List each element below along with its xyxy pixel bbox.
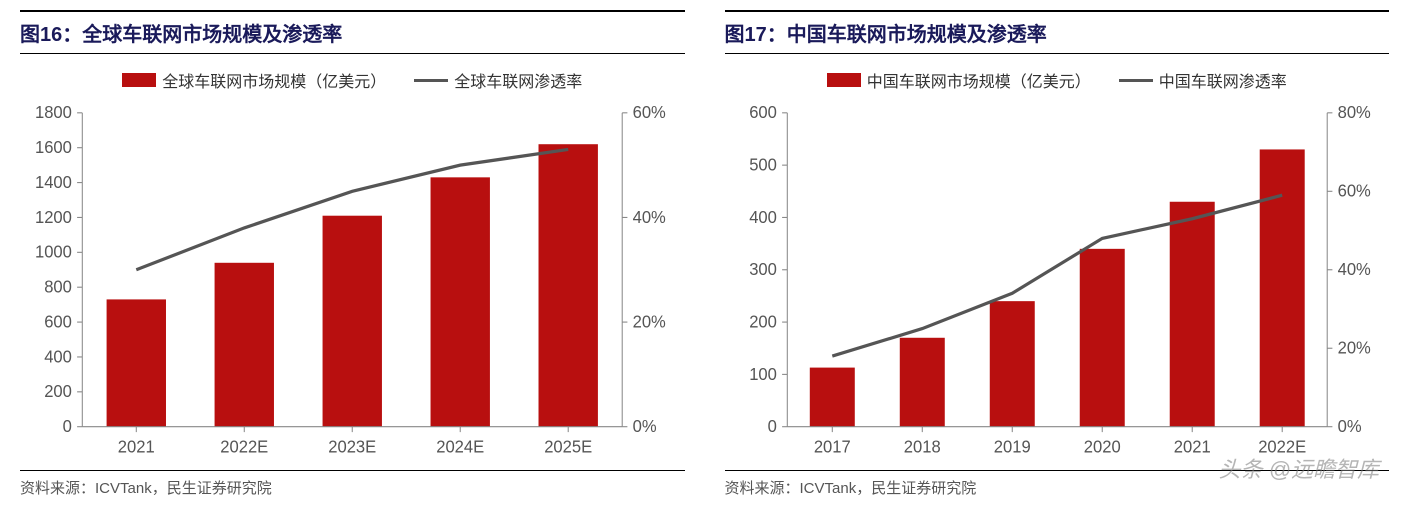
y-right-tick-label: 0% <box>633 417 657 436</box>
right-legend-line: 中国车联网渗透率 <box>1119 68 1287 92</box>
y-left-tick-label: 500 <box>749 155 777 174</box>
y-right-tick-label: 0% <box>1337 417 1361 436</box>
combo-chart-svg: 0 200 400 600 800 1000 1200 1400 1600 1800 0% 20% 40… <box>20 102 685 470</box>
y-left-tick-label: 1200 <box>35 208 72 227</box>
left-title: 图16：全球车联网市场规模及渗透率 <box>20 24 342 46</box>
bar <box>899 338 944 427</box>
bar <box>539 144 598 426</box>
line-swatch-icon <box>1119 79 1153 82</box>
y-left-tick-label: 600 <box>749 103 777 122</box>
left-chart: 0 200 400 600 800 1000 1200 1400 1600 1800 0% 20% 40… <box>20 102 685 470</box>
left-panel: 图16：全球车联网市场规模及渗透率 全球车联网市场规模（亿美元） 全球车联网渗透… <box>20 10 685 498</box>
y-right-tick-label: 20% <box>1337 338 1370 357</box>
bar <box>1079 249 1124 427</box>
right-legend-line-label: 中国车联网渗透率 <box>1159 68 1287 92</box>
combo-chart-svg: 0 100 200 300 400 500 600 0% 20% 40% 60% 80% 2017 201… <box>725 102 1390 470</box>
left-legend: 全球车联网市场规模（亿美元） 全球车联网渗透率 <box>20 62 685 102</box>
y-left-tick-label: 1800 <box>35 103 72 122</box>
left-legend-line: 全球车联网渗透率 <box>414 68 582 92</box>
x-tick-label: 2021 <box>1173 437 1210 456</box>
bar <box>809 368 854 427</box>
right-legend-bar-label: 中国车联网市场规模（亿美元） <box>867 68 1091 92</box>
y-left-tick-label: 200 <box>749 312 777 331</box>
bar-swatch-icon <box>122 73 156 87</box>
y-left-tick-label: 800 <box>44 277 72 296</box>
left-legend-line-label: 全球车联网渗透率 <box>454 68 582 92</box>
left-legend-bar: 全球车联网市场规模（亿美元） <box>122 68 386 92</box>
x-tick-label: 2022E <box>1258 437 1306 456</box>
y-left-tick-label: 1600 <box>35 138 72 157</box>
bar <box>323 216 382 427</box>
left-source: 资料来源：ICVTank，民生证券研究院 <box>20 470 685 498</box>
x-tick-label: 2018 <box>903 437 940 456</box>
x-tick-label: 2020 <box>1083 437 1120 456</box>
y-right-tick-label: 60% <box>1337 181 1370 200</box>
y-left-tick-label: 200 <box>44 382 72 401</box>
bar <box>989 301 1034 427</box>
y-right-tick-label: 40% <box>1337 260 1370 279</box>
y-right-tick-label: 40% <box>633 208 666 227</box>
left-title-bar: 图16：全球车联网市场规模及渗透率 <box>20 10 685 54</box>
x-tick-label: 2022E <box>220 437 268 456</box>
bar <box>1259 149 1304 426</box>
y-right-tick-label: 60% <box>633 103 666 122</box>
y-right-tick-label: 80% <box>1337 103 1370 122</box>
left-legend-bar-label: 全球车联网市场规模（亿美元） <box>162 68 386 92</box>
y-left-tick-label: 0 <box>767 417 776 436</box>
y-left-tick-label: 300 <box>749 260 777 279</box>
right-title: 图17：中国车联网市场规模及渗透率 <box>725 24 1047 46</box>
x-tick-label: 2017 <box>813 437 850 456</box>
bar-swatch-icon <box>827 73 861 87</box>
y-left-tick-label: 0 <box>63 417 72 436</box>
x-tick-label: 2021 <box>118 437 155 456</box>
y-left-tick-label: 400 <box>749 208 777 227</box>
right-legend: 中国车联网市场规模（亿美元） 中国车联网渗透率 <box>725 62 1390 102</box>
y-left-tick-label: 1400 <box>35 173 72 192</box>
bar <box>431 177 490 426</box>
x-tick-label: 2024E <box>436 437 484 456</box>
bar <box>107 299 166 426</box>
y-right-tick-label: 20% <box>633 312 666 331</box>
figure-pair: 图16：全球车联网市场规模及渗透率 全球车联网市场规模（亿美元） 全球车联网渗透… <box>0 0 1409 508</box>
y-left-tick-label: 100 <box>749 364 777 383</box>
right-chart: 0 100 200 300 400 500 600 0% 20% 40% 60% 80% 2017 201… <box>725 102 1390 470</box>
y-left-tick-label: 400 <box>44 347 72 366</box>
right-legend-bar: 中国车联网市场规模（亿美元） <box>827 68 1091 92</box>
bar <box>215 263 274 427</box>
y-left-tick-label: 600 <box>44 312 72 331</box>
bar <box>1169 202 1214 427</box>
right-title-bar: 图17：中国车联网市场规模及渗透率 <box>725 10 1390 54</box>
x-tick-label: 2023E <box>328 437 376 456</box>
right-panel: 图17：中国车联网市场规模及渗透率 中国车联网市场规模（亿美元） 中国车联网渗透… <box>725 10 1390 498</box>
x-tick-label: 2025E <box>544 437 592 456</box>
line-swatch-icon <box>414 79 448 82</box>
right-source: 资料来源：ICVTank，民生证券研究院 <box>725 470 1390 498</box>
x-tick-label: 2019 <box>993 437 1030 456</box>
y-left-tick-label: 1000 <box>35 242 72 261</box>
